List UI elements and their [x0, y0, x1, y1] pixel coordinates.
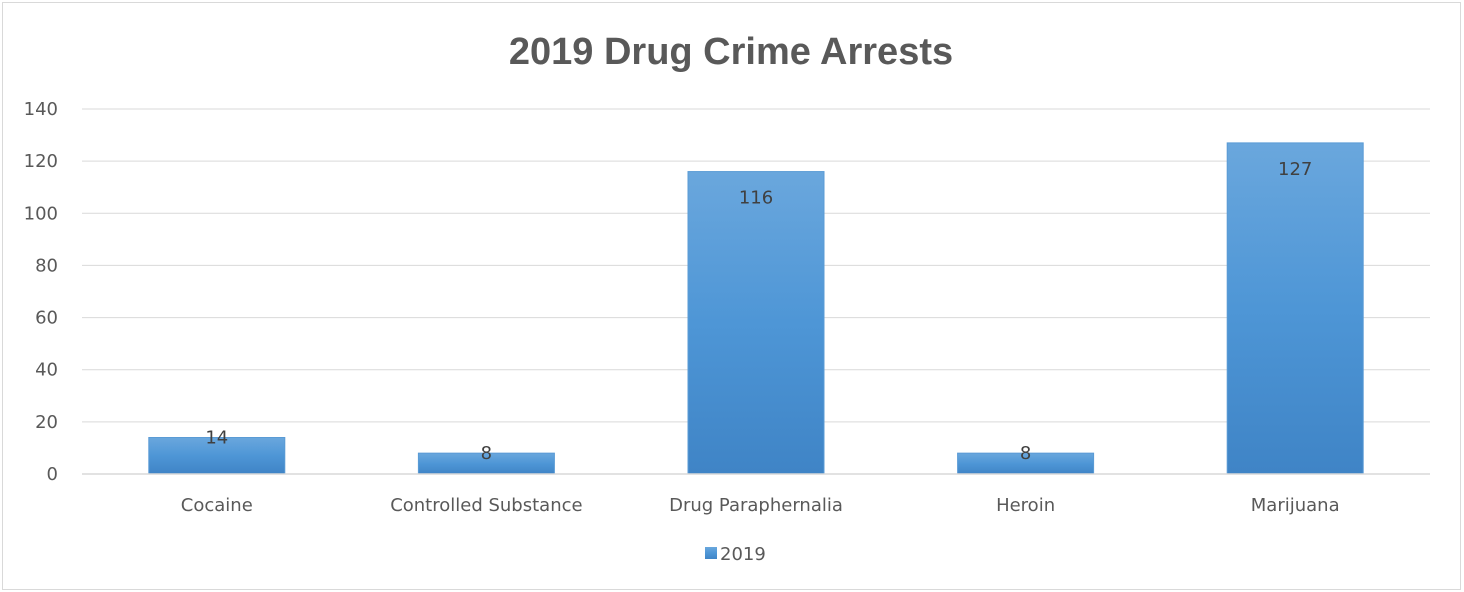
data-label: 14 — [205, 428, 228, 449]
y-axis-ticks: 0 20 40 60 80 100 120 140 — [24, 99, 58, 485]
bar-cocaine — [148, 437, 286, 475]
y-tick-label: 120 — [24, 151, 58, 172]
legend-swatch — [705, 547, 717, 559]
x-axis-categories: Cocaine Controlled Substance Drug Parapher… — [181, 495, 1340, 516]
bar-drug-paraphernalia — [687, 171, 825, 475]
y-tick-label: 60 — [35, 308, 58, 329]
bar-marijuana — [1226, 142, 1364, 475]
y-tick-label: 20 — [35, 412, 58, 433]
data-label: 127 — [1278, 159, 1312, 180]
x-category-label: Controlled Substance — [390, 495, 582, 516]
x-category-label: Cocaine — [181, 495, 253, 516]
chart-title: 2019 Drug Crime Arrests — [509, 31, 953, 73]
x-category-label: Heroin — [996, 495, 1055, 516]
data-label: 8 — [481, 443, 492, 464]
data-label: 8 — [1020, 443, 1031, 464]
legend: 2019 — [705, 544, 766, 565]
x-category-label: Drug Paraphernalia — [669, 495, 843, 516]
y-tick-label: 40 — [35, 360, 58, 381]
y-tick-label: 80 — [35, 255, 58, 276]
x-category-label: Marijuana — [1251, 495, 1340, 516]
y-tick-label: 140 — [24, 99, 58, 120]
data-labels: 14 8 116 8 127 — [205, 159, 1312, 464]
data-label: 116 — [739, 188, 773, 209]
y-tick-label: 100 — [24, 203, 58, 224]
y-tick-label: 0 — [47, 464, 58, 485]
legend-label: 2019 — [720, 544, 766, 565]
